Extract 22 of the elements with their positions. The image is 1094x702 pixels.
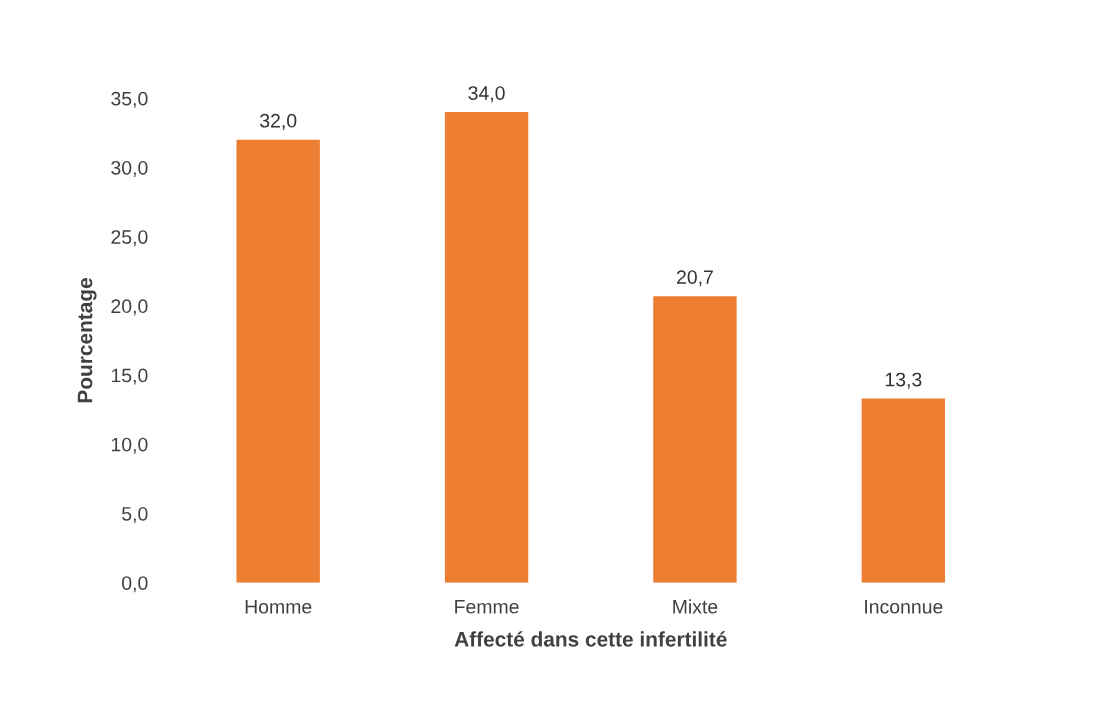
bar bbox=[236, 139, 320, 583]
y-tick-label: 5,0 bbox=[122, 506, 148, 523]
x-axis-title: Affecté dans cette infertilité bbox=[454, 631, 727, 647]
y-tick-label: 35,0 bbox=[111, 91, 148, 108]
data-label: 32,0 bbox=[260, 113, 297, 130]
y-tick-label: 15,0 bbox=[111, 368, 148, 385]
data-label: 13,3 bbox=[885, 372, 922, 389]
y-tick-label: 30,0 bbox=[111, 160, 148, 178]
bar bbox=[653, 296, 737, 583]
x-tick-label: Inconnue bbox=[865, 600, 943, 614]
data-label: 34,0 bbox=[468, 86, 505, 103]
x-tick-label: Femme bbox=[455, 600, 519, 614]
y-tick-label: 10,0 bbox=[111, 437, 148, 454]
y-tick-label: 25,0 bbox=[111, 230, 148, 247]
y-tick-label: 0,0 bbox=[122, 576, 148, 593]
x-tick-label: Homme bbox=[245, 600, 312, 614]
bar bbox=[861, 398, 946, 583]
data-label: 20,7 bbox=[677, 270, 713, 287]
y-axis-title: Pourcentage bbox=[77, 278, 97, 403]
y-tick-label: 20,0 bbox=[111, 299, 148, 316]
bar bbox=[444, 112, 529, 583]
x-tick-label: Mixte bbox=[673, 599, 718, 614]
